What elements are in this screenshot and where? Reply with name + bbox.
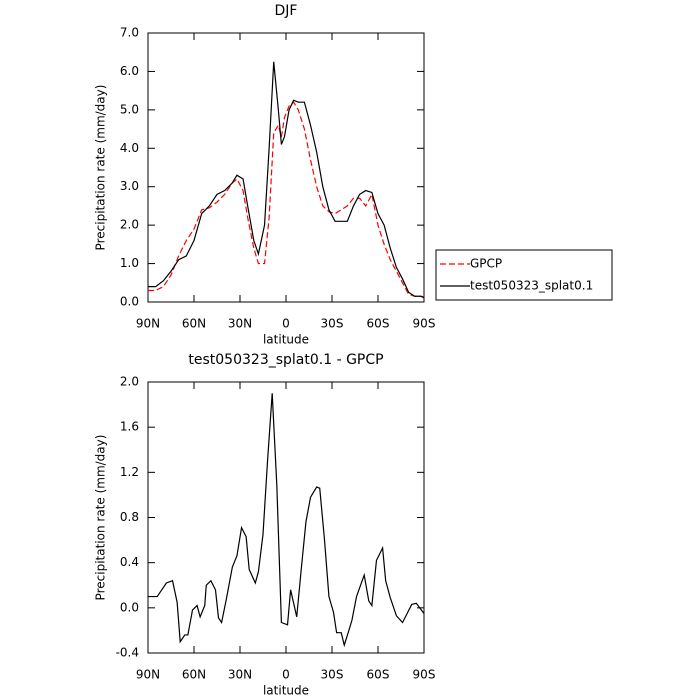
x-tick-label: 90S	[413, 668, 436, 682]
data-line	[148, 101, 425, 299]
y-tick-label: 7.0	[120, 26, 139, 40]
y-axis-label: Precipitation rate (mm/day)	[94, 435, 108, 601]
plot-frame	[147, 32, 425, 303]
x-tick-label: 60N	[182, 317, 206, 331]
y-tick-label: 6.0	[120, 64, 139, 78]
x-tick-label: 30S	[321, 668, 344, 682]
chart-title: DJF	[275, 3, 298, 19]
x-tick-label: 60S	[367, 668, 390, 682]
y-tick-label: 2.0	[120, 218, 139, 232]
y-tick-label: 5.0	[120, 102, 139, 116]
y-tick-label: 1.2	[120, 465, 139, 479]
x-tick-label: 30N	[228, 317, 252, 331]
y-tick-label: 1.6	[120, 420, 139, 434]
legend-label: GPCP	[470, 257, 502, 271]
data-line	[148, 61, 425, 298]
legend-label: test050323_splat0.1	[470, 279, 593, 293]
y-tick-label: 0.8	[120, 510, 139, 524]
y-tick-label: 3.0	[120, 179, 139, 193]
legend-box	[435, 249, 613, 301]
y-tick-label: 2.0	[120, 375, 139, 389]
y-tick-label: 1.0	[120, 256, 139, 270]
y-tick-label: 0.0	[120, 600, 139, 614]
y-axis-label: Precipitation rate (mm/day)	[94, 85, 108, 251]
y-tick-label: 0.0	[120, 295, 139, 309]
chart-title: test050323_splat0.1 - GPCP	[188, 352, 383, 368]
x-tick-label: 0	[282, 317, 290, 331]
x-axis-label: latitude	[263, 333, 309, 347]
x-tick-label: 30S	[321, 317, 344, 331]
x-tick-label: 60N	[182, 668, 206, 682]
x-tick-label: 30N	[228, 668, 252, 682]
x-tick-label: 90N	[136, 668, 160, 682]
x-axis-label: latitude	[263, 684, 309, 698]
x-tick-label: 90N	[136, 317, 160, 331]
x-tick-label: 60S	[367, 317, 390, 331]
data-line	[148, 393, 425, 648]
x-tick-label: 90S	[413, 317, 436, 331]
y-tick-label: 0.4	[120, 555, 139, 569]
y-tick-label: -0.4	[116, 646, 139, 660]
y-tick-label: 4.0	[120, 141, 139, 155]
x-tick-label: 0	[282, 668, 290, 682]
plot-frame	[147, 381, 425, 654]
